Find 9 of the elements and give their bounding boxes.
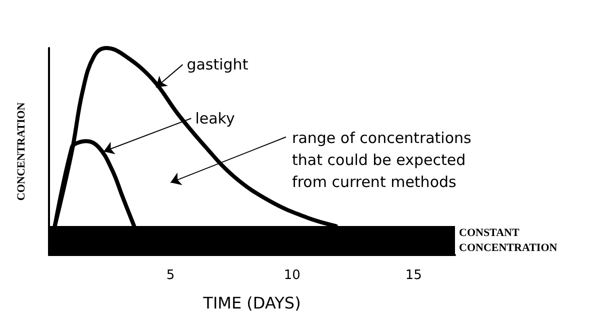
text: gastight [186,56,248,74]
x-axis-title: TIME (DAYS) [202,294,301,312]
x-tick-label: 15 [405,268,422,283]
annotation: range of concentrations that could be expected from current methods [292,129,472,192]
y-axis-title: CONCENTRATION [16,102,28,201]
band-label: CONSTANT CONCENTRATION [459,227,558,254]
x-tick-label: 10 [284,268,300,283]
text: leaky [195,109,235,128]
x-tick-label: 5 [166,268,175,283]
